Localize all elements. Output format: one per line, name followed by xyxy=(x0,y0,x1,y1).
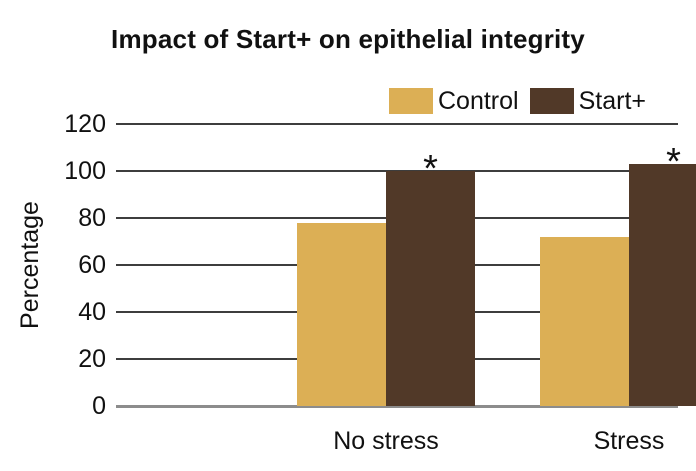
bar-control-no-stress xyxy=(297,223,386,406)
x-axis-baseline xyxy=(116,405,678,408)
legend-label-start-plus: Start+ xyxy=(578,87,646,115)
gridline-120 xyxy=(116,123,678,125)
bar-control-stress xyxy=(540,237,629,406)
bar-start-stress xyxy=(629,164,696,406)
plot-area xyxy=(116,123,696,408)
legend-swatch-start-plus xyxy=(529,88,574,114)
y-tick-label-100: 100 xyxy=(64,157,106,185)
chart-title: Impact of Start+ on epithelial integrity xyxy=(111,24,585,54)
legend-label-control: Control xyxy=(438,87,519,115)
y-tick-label-60: 60 xyxy=(78,251,106,279)
legend: Control Start+ xyxy=(389,88,646,114)
bar-start-no-stress xyxy=(386,171,475,406)
y-tick-label-0: 0 xyxy=(92,392,106,420)
x-category-label-stress: Stress xyxy=(593,427,665,455)
y-tick-label-40: 40 xyxy=(78,298,106,326)
x-category-label-no-stress: No stress xyxy=(333,427,439,455)
y-tick-label-120: 120 xyxy=(64,110,106,138)
legend-swatch-control xyxy=(389,88,433,114)
y-tick-label-20: 20 xyxy=(78,345,106,373)
y-tick-label-80: 80 xyxy=(78,204,106,232)
